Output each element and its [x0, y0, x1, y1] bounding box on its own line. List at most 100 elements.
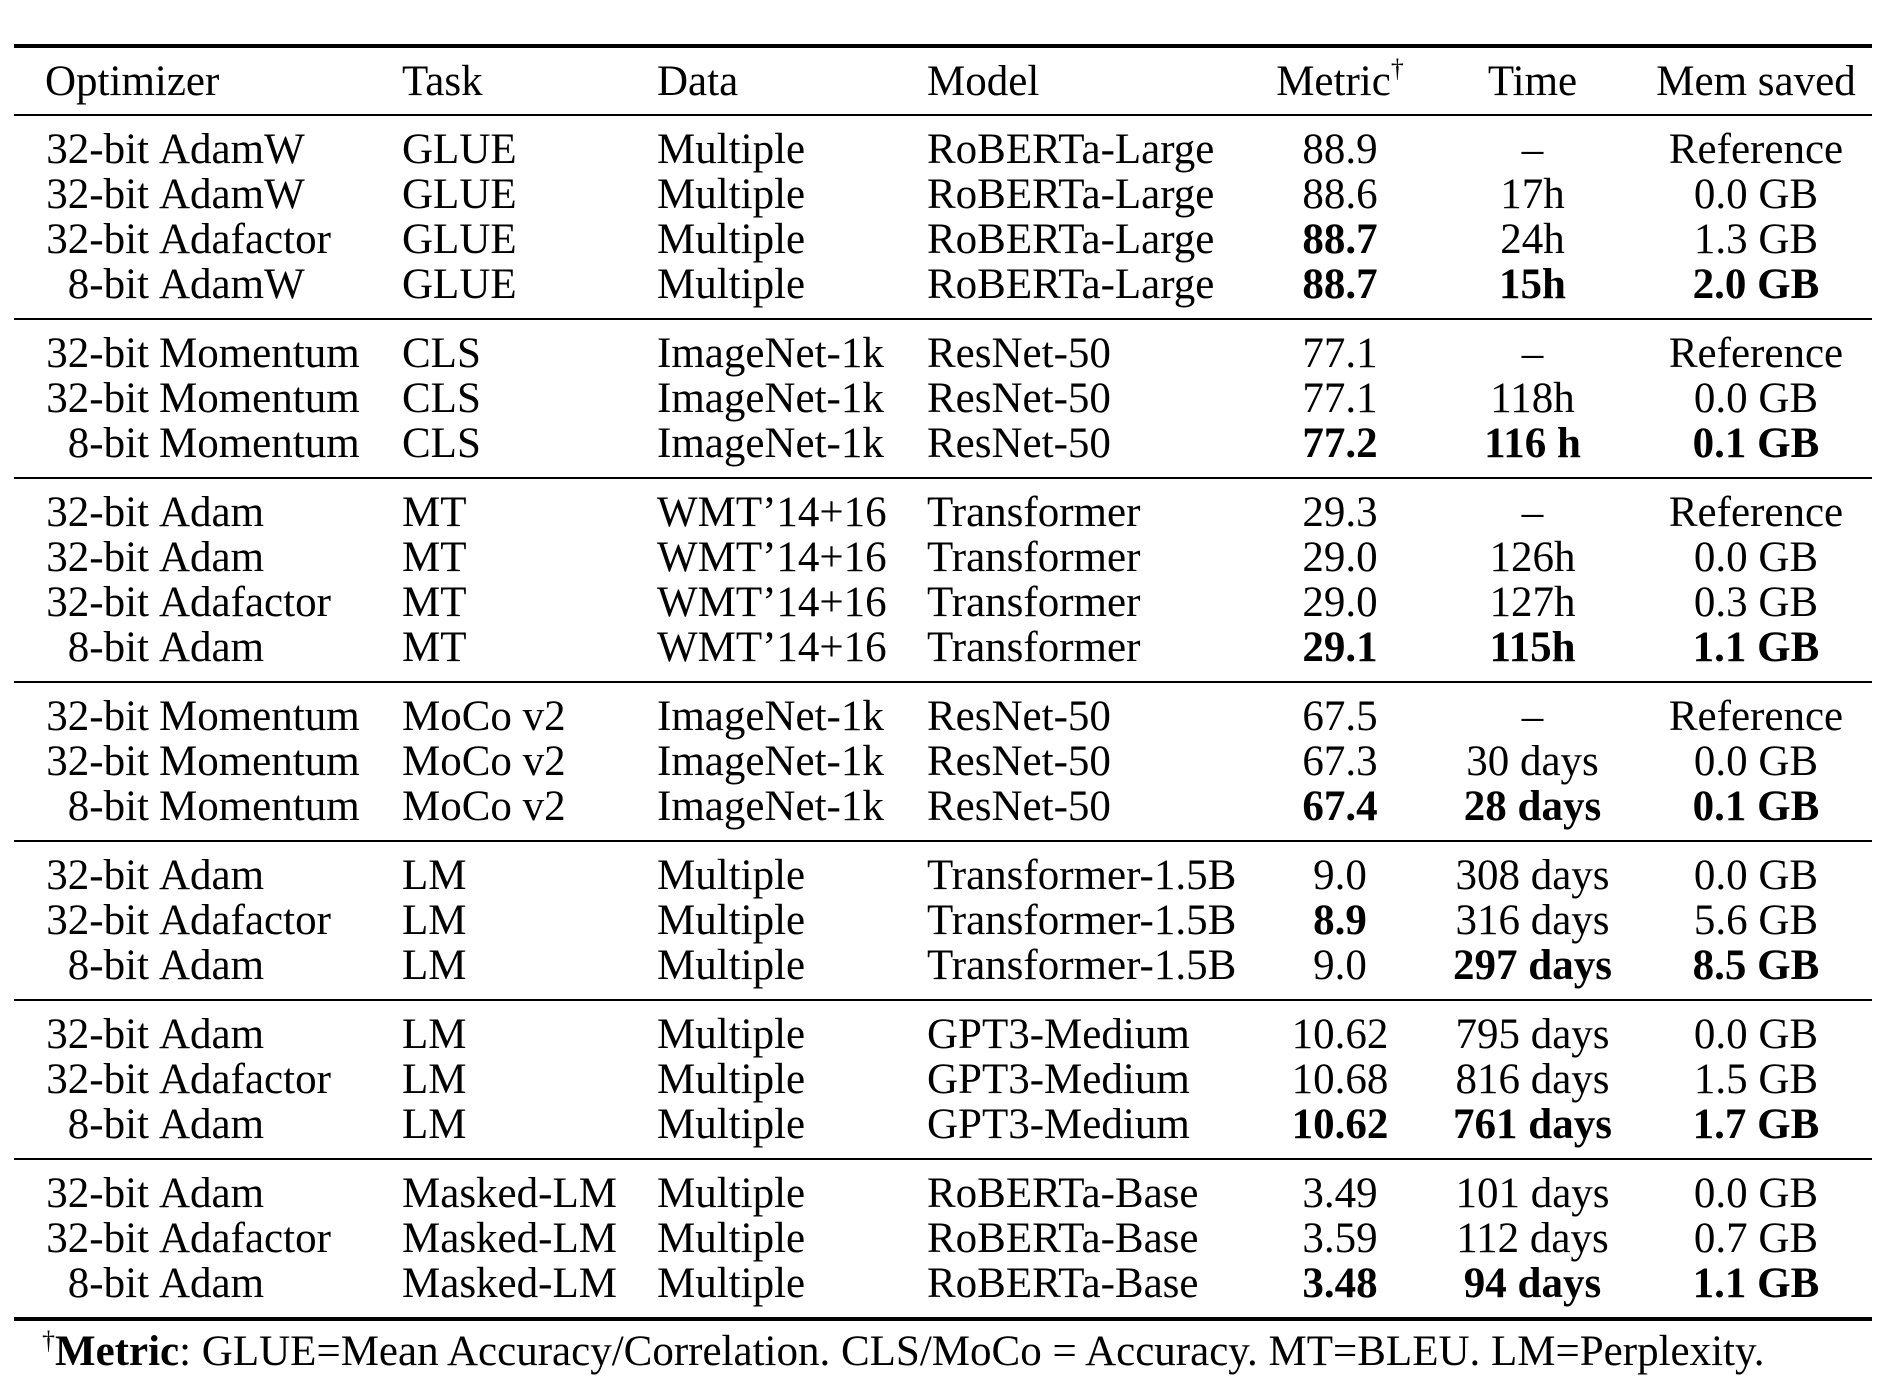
cell-metric: 9.0 — [1313, 852, 1367, 899]
cell-optimizer: 32-bit Adafactor — [14, 1057, 402, 1102]
cell-metric: 67.4 — [1302, 783, 1378, 830]
column-header-mem-saved: Mem saved — [1640, 46, 1872, 116]
cell-time: – — [1521, 693, 1544, 740]
table-group-4: 32-bit Adam LM Multiple Transformer-1.5B 9.0 3… — [14, 841, 1872, 1000]
column-header-task: Task — [402, 46, 657, 116]
cell-data: ImageNet-1k — [657, 420, 884, 467]
cell-optimizer: 32-bit Adafactor — [14, 1216, 402, 1261]
optimizer-bits: 8-bit — [67, 624, 149, 671]
cell-time: 795 days — [1455, 1011, 1610, 1058]
cell-metric: 88.7 — [1302, 261, 1378, 308]
optimizer-name: Momentum — [159, 693, 360, 740]
optimizer-name: AdamW — [159, 171, 305, 218]
cell-time: 761 days — [1453, 1101, 1612, 1148]
cell-optimizer: 32-bit Momentum — [14, 319, 402, 376]
cell-optimizer: 32-bit Adafactor — [14, 580, 402, 625]
cell-task: GLUE — [402, 216, 517, 263]
cell-time: 30 days — [1466, 738, 1599, 785]
cell-model: GPT3-Medium — [927, 1101, 1190, 1148]
cell-time: – — [1521, 330, 1544, 377]
cell-time: 118h — [1490, 375, 1575, 422]
cell-time: 15h — [1499, 261, 1566, 308]
cell-time: 316 days — [1455, 897, 1610, 944]
cell-optimizer: 32-bit AdamW — [14, 172, 402, 217]
cell-model: RoBERTa-Large — [927, 261, 1215, 308]
cell-data: Multiple — [657, 852, 806, 899]
cell-model: GPT3-Medium — [927, 1056, 1190, 1103]
optimizer-name: Momentum — [159, 738, 360, 785]
cell-mem-saved: 1.5 GB — [1693, 1056, 1819, 1103]
optimizer-bits: 32-bit — [46, 693, 149, 740]
cell-mem-saved: Reference — [1668, 489, 1844, 536]
cell-metric: 88.6 — [1302, 171, 1378, 218]
optimizer-name: Adam — [159, 1101, 265, 1148]
table-row: 8-bit AdamW GLUE Multiple RoBERTa-Large 88.7 1… — [14, 262, 1872, 319]
column-header-label: Mem saved — [1656, 57, 1856, 105]
cell-time: 297 days — [1453, 942, 1612, 989]
table-row: 32-bit Momentum MoCo v2 ImageNet-1k ResNet-5… — [14, 739, 1872, 784]
table-row: 8-bit Adam MT WMT’14+16 Transformer 29.1 115h 1… — [14, 625, 1872, 682]
optimizer-bits: 32-bit — [46, 738, 149, 785]
cell-model: RoBERTa-Large — [927, 171, 1215, 218]
cell-metric: 77.2 — [1302, 420, 1378, 467]
column-header-time: Time — [1425, 46, 1640, 116]
cell-optimizer: 32-bit Momentum — [14, 739, 402, 784]
table-header: Optimizer Task Data Model Metric† Time Mem sav… — [14, 46, 1872, 116]
cell-mem-saved: 0.7 GB — [1693, 1215, 1819, 1262]
cell-metric: 10.68 — [1291, 1056, 1389, 1103]
cell-metric: 67.5 — [1302, 693, 1378, 740]
table-group-0: 32-bit AdamW GLUE Multiple RoBERTa-Large 88.9… — [14, 115, 1872, 319]
cell-time: 101 days — [1455, 1170, 1610, 1217]
footnote-label: Metric — [55, 1328, 180, 1375]
cell-task: GLUE — [402, 126, 517, 173]
cell-model: ResNet-50 — [927, 330, 1111, 377]
cell-task: LM — [402, 1011, 467, 1058]
cell-time: 24h — [1500, 216, 1565, 263]
optimizer-bits: 32-bit — [46, 171, 149, 218]
optimizer-bits: 32-bit — [46, 1170, 149, 1217]
cell-optimizer: 32-bit Adam — [14, 841, 402, 898]
cell-model: RoBERTa-Base — [927, 1260, 1199, 1307]
cell-metric: 88.7 — [1302, 216, 1378, 263]
cell-model: Transformer — [927, 624, 1141, 671]
cell-task: LM — [402, 942, 467, 989]
optimizer-name: Momentum — [159, 420, 360, 467]
cell-task: MT — [402, 534, 467, 581]
cell-model: ResNet-50 — [927, 738, 1111, 785]
cell-metric: 10.62 — [1291, 1011, 1389, 1058]
column-header-label: Task — [402, 57, 483, 105]
cell-mem-saved: 0.0 GB — [1693, 534, 1819, 581]
cell-task: LM — [402, 852, 467, 899]
cell-optimizer: 8-bit Adam — [14, 1102, 402, 1159]
column-header-data: Data — [657, 46, 927, 116]
cell-metric: 3.48 — [1302, 1260, 1378, 1307]
cell-time: 816 days — [1455, 1056, 1610, 1103]
optimizer-bits: 32-bit — [46, 375, 149, 422]
column-header-label: Model — [927, 57, 1040, 105]
cell-mem-saved: 0.3 GB — [1693, 579, 1819, 626]
optimizer-bits: 8-bit — [67, 420, 149, 467]
table-row: 32-bit Momentum CLS ImageNet-1k ResNet-50 77.… — [14, 319, 1872, 376]
table-row: 32-bit Adam LM Multiple GPT3-Medium 10.62 795 … — [14, 1000, 1872, 1057]
cell-mem-saved: 1.1 GB — [1692, 1260, 1820, 1307]
cell-task: Masked-LM — [402, 1260, 617, 1307]
optimizer-name: Adam — [159, 1011, 265, 1058]
cell-task: Masked-LM — [402, 1215, 617, 1262]
optimizer-bits: 32-bit — [46, 579, 149, 626]
cell-model: RoBERTa-Base — [927, 1215, 1199, 1262]
table-group-6: 32-bit Adam Masked-LM Multiple RoBERTa-Base 3… — [14, 1159, 1872, 1319]
cell-data: Multiple — [657, 1056, 806, 1103]
table-row: 32-bit Momentum MoCo v2 ImageNet-1k ResNet-5… — [14, 682, 1872, 739]
cell-data: Multiple — [657, 1260, 806, 1307]
cell-optimizer: 32-bit AdamW — [14, 115, 402, 172]
cell-time: 112 days — [1456, 1215, 1609, 1262]
metric-dagger: † — [1390, 53, 1404, 83]
cell-metric: 8.9 — [1313, 897, 1367, 944]
optimizer-bits: 32-bit — [46, 126, 149, 173]
cell-data: Multiple — [657, 942, 806, 989]
cell-mem-saved: 0.0 GB — [1693, 1170, 1819, 1217]
table-row: 8-bit Momentum CLS ImageNet-1k ResNet-50 77.2… — [14, 421, 1872, 478]
cell-metric: 29.3 — [1302, 489, 1378, 536]
cell-mem-saved: 1.7 GB — [1692, 1101, 1820, 1148]
optimizer-bits: 8-bit — [67, 261, 149, 308]
